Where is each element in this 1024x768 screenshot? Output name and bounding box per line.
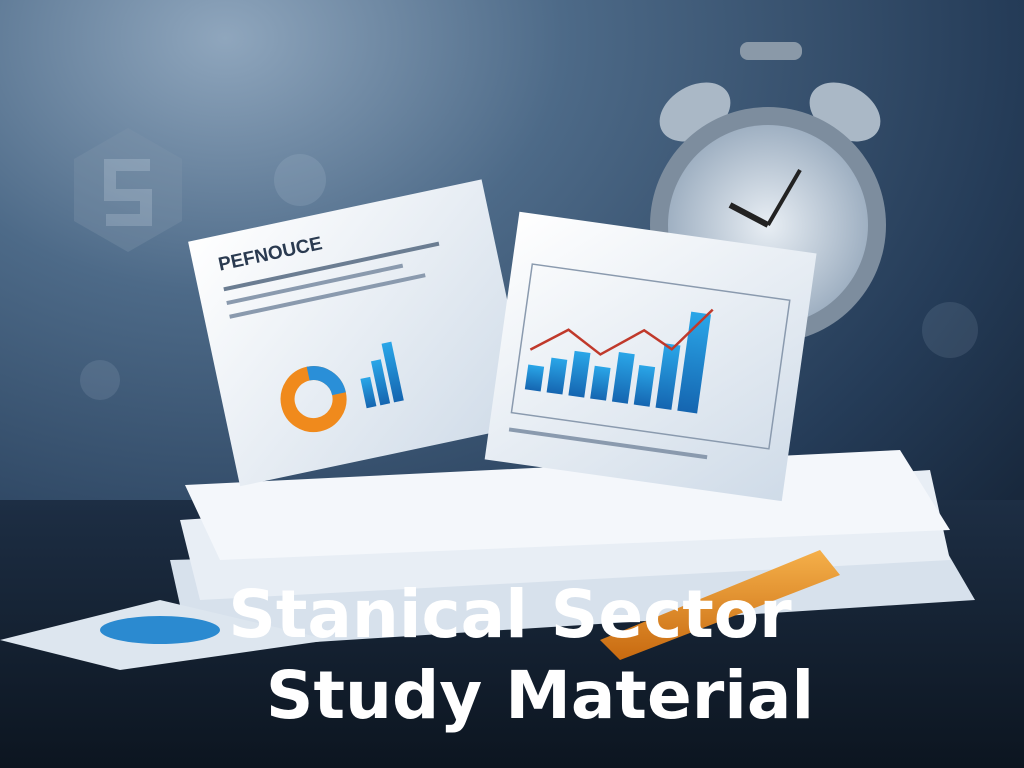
- text-line: [508, 427, 708, 460]
- text-line: [229, 273, 426, 319]
- decor-bar: [611, 351, 635, 404]
- pencil-body: [600, 550, 840, 660]
- decor-bar: [655, 343, 681, 410]
- decor-bar: [633, 364, 656, 407]
- report-page-right: [484, 211, 817, 502]
- loose-chart: [100, 616, 220, 644]
- decor-bar: [568, 350, 591, 398]
- bokeh: [80, 360, 120, 400]
- bokeh: [922, 302, 978, 358]
- paper-sheet: [188, 179, 534, 487]
- logo-mark: [104, 159, 152, 226]
- decor-bar: [524, 364, 545, 392]
- logo-hexagon: [74, 128, 182, 252]
- decor-bar: [381, 341, 404, 403]
- decor-bar: [677, 311, 712, 414]
- donut-segment: [306, 366, 346, 396]
- title-line: Study Material: [266, 657, 814, 734]
- title-line: Stanical Sector: [228, 576, 792, 653]
- pencil: [600, 550, 840, 660]
- decor-bar: [360, 376, 377, 409]
- clock-hand: [766, 168, 802, 227]
- trend-line: [529, 308, 714, 356]
- paper-sheet: [484, 211, 817, 502]
- report-page-left: PEFNOUCE: [188, 179, 534, 487]
- clock-hand: [728, 202, 770, 228]
- paper-stack: [0, 450, 975, 670]
- decor-bar: [546, 357, 568, 395]
- decor-bar: [370, 359, 391, 406]
- logo: [74, 128, 182, 252]
- decor-bar: [590, 365, 611, 401]
- chart-frame: [510, 263, 791, 450]
- clock-handle: [740, 42, 802, 60]
- bokeh: [274, 154, 326, 206]
- text-line: [226, 263, 404, 306]
- text-line: [223, 241, 440, 292]
